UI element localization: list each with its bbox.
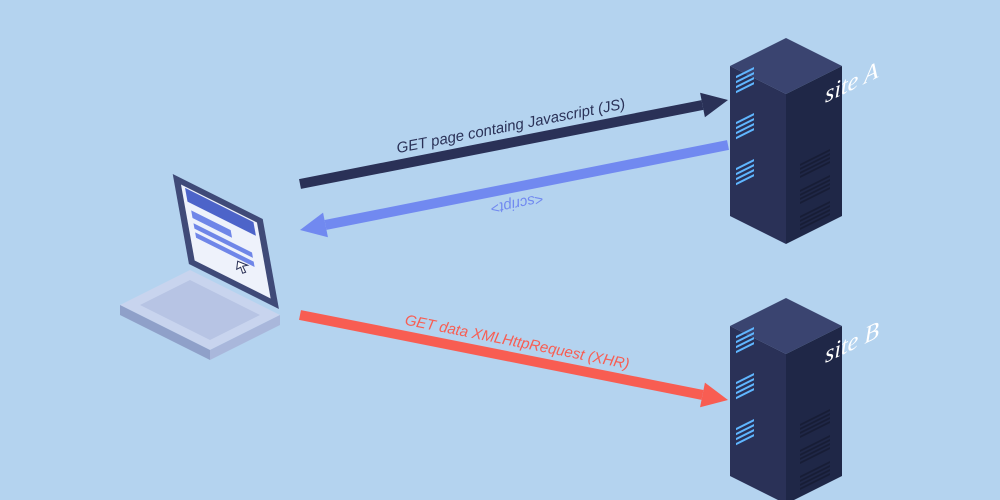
diagram-stage: site A site B GET page containg Javascri… [0,0,1000,500]
arrows-layer [0,0,1000,500]
